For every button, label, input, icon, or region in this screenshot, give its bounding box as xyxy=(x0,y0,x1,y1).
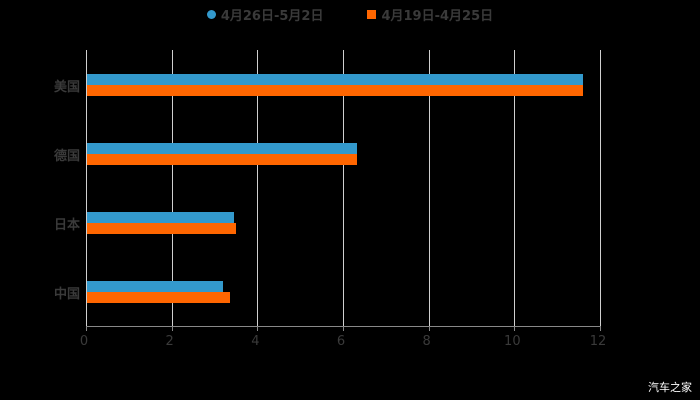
chart-legend: 4月26日-5月2日 4月19日-4月25日 xyxy=(0,4,700,24)
x-tick xyxy=(257,326,259,331)
x-tick xyxy=(428,326,430,331)
bar[interactable] xyxy=(87,280,224,292)
x-tick-label: 2 xyxy=(165,334,174,349)
gridline xyxy=(257,50,259,326)
bar[interactable] xyxy=(87,153,358,165)
bar[interactable] xyxy=(87,211,234,223)
x-tick xyxy=(86,326,87,331)
x-tick-label: 6 xyxy=(336,334,346,349)
legend-item-series-2[interactable]: 4月19日-4月25日 xyxy=(367,5,493,24)
bar[interactable] xyxy=(87,291,231,303)
x-tick-label: 10 xyxy=(504,334,521,349)
watermark: 汽车之家 xyxy=(648,381,692,394)
x-tick-label: 0 xyxy=(79,334,89,349)
gridline xyxy=(514,50,516,326)
y-axis-line xyxy=(86,50,87,326)
legend-item-series-1[interactable]: 4月26日-5月2日 xyxy=(206,5,324,24)
x-tick-label: 8 xyxy=(422,334,431,349)
gridline xyxy=(428,50,430,326)
bar[interactable] xyxy=(87,84,583,96)
legend-label: 4月19日-4月25日 xyxy=(381,8,494,24)
legend-square-icon xyxy=(367,9,377,19)
bar[interactable] xyxy=(87,142,358,154)
x-tick xyxy=(171,326,173,331)
legend-circle-icon xyxy=(206,9,216,19)
gridline xyxy=(343,50,344,326)
legend-label: 4月26日-5月2日 xyxy=(220,8,324,24)
category-label: 美国 xyxy=(53,79,80,95)
x-tick xyxy=(600,326,601,331)
category-label: 德国 xyxy=(53,148,80,164)
category-label: 日本 xyxy=(53,217,80,233)
category-label: 中国 xyxy=(53,286,80,302)
x-tick-label: 12 xyxy=(589,334,607,349)
gridline xyxy=(171,50,173,326)
gridline xyxy=(600,50,601,326)
x-tick xyxy=(343,326,344,331)
bar[interactable] xyxy=(87,73,583,85)
x-tick-label: 4 xyxy=(251,334,260,349)
plot-area xyxy=(86,50,601,326)
x-tick xyxy=(514,326,516,331)
bar[interactable] xyxy=(87,222,237,234)
